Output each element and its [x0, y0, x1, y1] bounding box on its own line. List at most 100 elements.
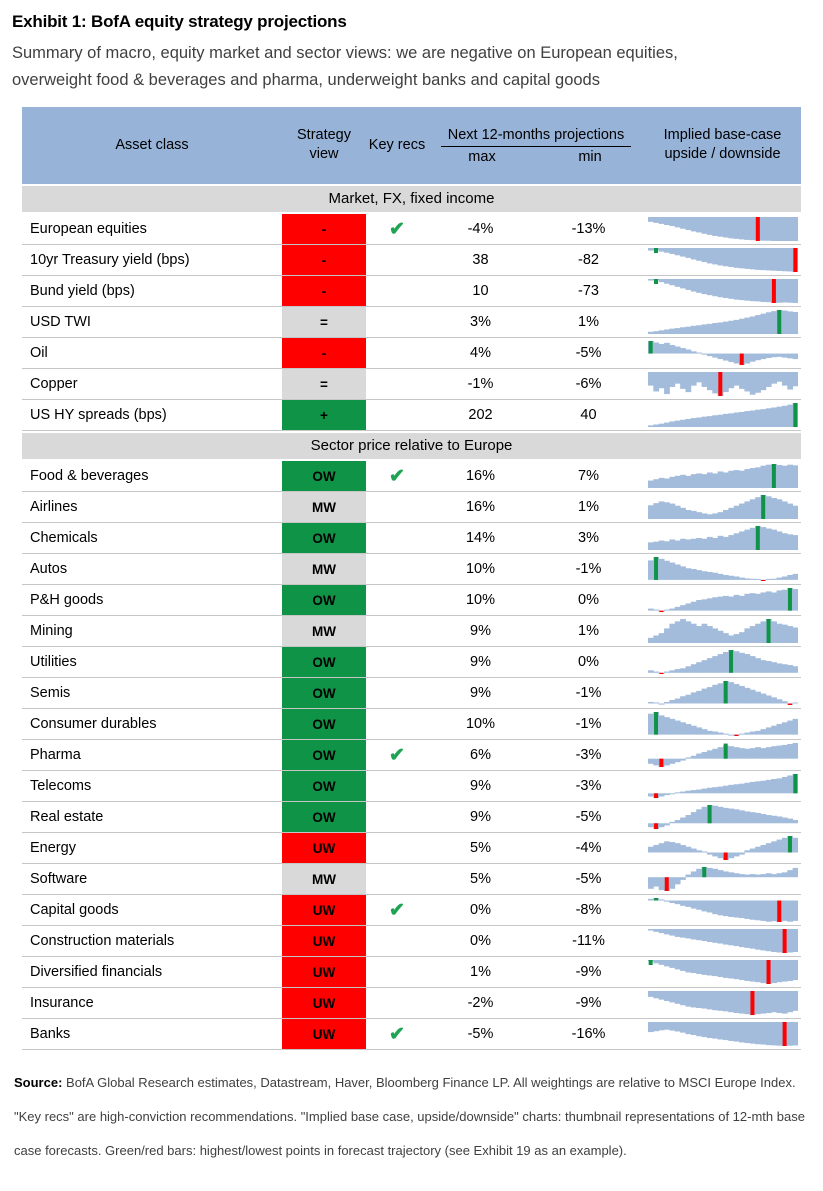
asset-class-cell: Banks	[30, 1026, 71, 1043]
header-projections-group: Next 12-months projections max min	[428, 126, 644, 165]
asset-class-cell: Autos	[30, 561, 68, 578]
table-row: Bund yield (bps) - 10 -73	[22, 276, 801, 308]
sparkline-svg	[647, 588, 798, 613]
min-projection-value: 1%	[578, 314, 599, 331]
section-header: Sector price relative to Europe	[22, 431, 801, 462]
asset-class-cell: 10yr Treasury yield (bps)	[30, 252, 190, 269]
asset-class-cell: Utilities	[30, 654, 77, 671]
sparkline-chart	[644, 276, 801, 306]
sparkline-svg	[647, 248, 798, 273]
source-label: Source:	[14, 1075, 63, 1091]
min-projection-value: -3%	[575, 778, 602, 795]
min-projection-value: -73	[578, 283, 599, 300]
strategy-view-badge: OW	[282, 523, 366, 554]
asset-class-cell: Consumer durables	[30, 716, 157, 733]
table-row: Pharma OW ✔ 6% -3%	[22, 740, 801, 772]
sparkline-chart	[644, 1019, 801, 1049]
key-rec-check-icon: ✔	[389, 218, 405, 240]
max-projection-value: 9%	[470, 778, 491, 795]
sparkline-svg	[647, 681, 798, 706]
section-header: Market, FX, fixed income	[22, 184, 801, 215]
strategy-view-badge: MW	[282, 492, 366, 523]
strategy-view-badge: OW	[282, 678, 366, 709]
asset-class-cell: Bund yield (bps)	[30, 283, 135, 300]
sparkline-svg	[647, 217, 798, 242]
strategy-view-badge: MW	[282, 554, 366, 585]
table-row: Chemicals OW 14% 3%	[22, 523, 801, 555]
asset-class-cell: Semis	[30, 685, 71, 702]
key-rec-check-icon: ✔	[389, 465, 405, 487]
strategy-view-badge: OW	[282, 709, 366, 740]
table-row: Airlines MW 16% 1%	[22, 492, 801, 524]
table-row: Semis OW 9% -1%	[22, 678, 801, 710]
min-projection-value: -6%	[575, 376, 602, 393]
max-projection-value: -5%	[467, 1026, 494, 1043]
sparkline-svg	[647, 774, 798, 799]
table-row: USD TWI = 3% 1%	[22, 307, 801, 339]
asset-class-cell: European equities	[30, 221, 147, 238]
sparkline-svg	[647, 526, 798, 551]
min-projection-value: 1%	[578, 499, 599, 516]
min-projection-value: -4%	[575, 840, 602, 857]
min-projection-value: -5%	[575, 345, 602, 362]
sparkline-svg	[647, 805, 798, 830]
min-projection-value: -82	[578, 252, 599, 269]
strategy-view-badge: +	[282, 400, 366, 431]
table-row: Real estate OW 9% -5%	[22, 802, 801, 834]
header-key-recs: Key recs	[368, 136, 426, 153]
table-row: Banks UW ✔ -5% -16%	[22, 1019, 801, 1051]
key-rec-check-icon: ✔	[389, 744, 405, 766]
table-row: 10yr Treasury yield (bps) - 38 -82	[22, 245, 801, 277]
max-projection-value: 9%	[470, 623, 491, 640]
strategy-view-badge: OW	[282, 802, 366, 833]
sparkline-svg	[647, 867, 798, 892]
max-projection-value: 9%	[470, 654, 491, 671]
sparkline-chart	[644, 461, 801, 491]
min-projection-value: 3%	[578, 530, 599, 547]
min-projection-value: -1%	[575, 716, 602, 733]
strategy-view-badge: UW	[282, 988, 366, 1019]
asset-class-cell: Real estate	[30, 809, 104, 826]
strategy-view-badge: -	[282, 276, 366, 307]
strategy-view-badge: UW	[282, 1019, 366, 1050]
sparkline-chart	[644, 864, 801, 894]
sparkline-svg	[647, 743, 798, 768]
header-strategy-view: Strategy view	[297, 126, 351, 163]
sparkline-svg	[647, 1022, 798, 1047]
sparkline-chart	[644, 523, 801, 553]
strategy-view-badge: OW	[282, 740, 366, 771]
max-projection-value: 10%	[465, 592, 496, 609]
min-projection-value: -8%	[575, 902, 602, 919]
sparkline-svg	[647, 495, 798, 520]
asset-class-cell: P&H goods	[30, 592, 104, 609]
sparkline-chart	[644, 957, 801, 987]
asset-class-cell: Telecoms	[30, 778, 92, 795]
sparkline-chart	[644, 338, 801, 368]
header-max: max	[468, 148, 496, 165]
sparkline-chart	[644, 802, 801, 832]
table-row: Consumer durables OW 10% -1%	[22, 709, 801, 741]
min-projection-value: -13%	[571, 221, 606, 238]
asset-class-cell: Construction materials	[30, 933, 175, 950]
min-projection-value: 7%	[578, 468, 599, 485]
table-header-row: Asset class Strategy view Key recs Next …	[22, 107, 801, 185]
sparkline-svg	[647, 310, 798, 335]
sparkline-svg	[647, 403, 798, 428]
strategy-view-badge: OW	[282, 461, 366, 492]
sparkline-chart	[644, 740, 801, 770]
header-min: min	[578, 148, 602, 165]
sparkline-svg	[647, 372, 798, 397]
subtitle-line-1: Summary of macro, equity market and sect…	[12, 44, 678, 62]
strategy-view-badge: -	[282, 245, 366, 276]
sparkline-svg	[647, 341, 798, 366]
source-note: Source: BofA Global Research estimates, …	[12, 1066, 811, 1167]
min-projection-value: -9%	[575, 995, 602, 1012]
sparkline-chart	[644, 554, 801, 584]
min-projection-value: 1%	[578, 623, 599, 640]
sparkline-svg	[647, 836, 798, 861]
sparkline-chart	[644, 771, 801, 801]
sparkline-chart	[644, 709, 801, 739]
table-row: Software MW 5% -5%	[22, 864, 801, 896]
max-projection-value: -4%	[467, 221, 494, 238]
table-row: Telecoms OW 9% -3%	[22, 771, 801, 803]
